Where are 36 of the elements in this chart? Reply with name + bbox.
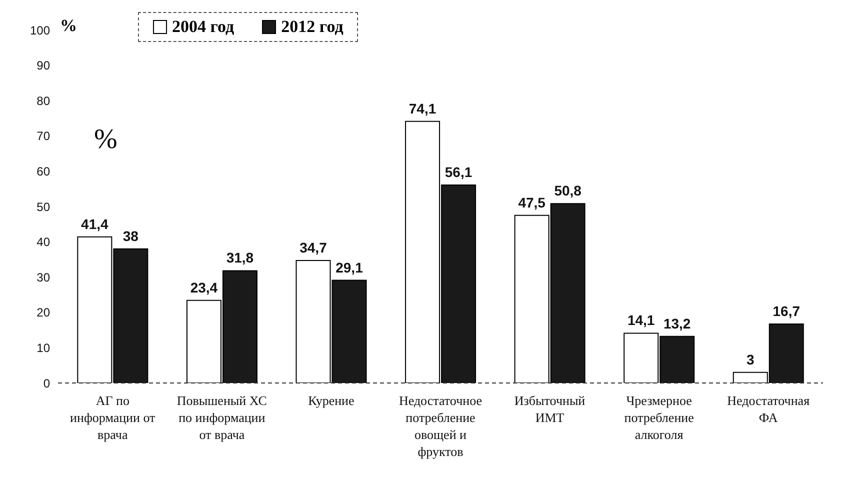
y-tick-label: 80	[36, 94, 50, 108]
data-label: 74,1	[408, 100, 436, 116]
x-tick-label: АГ по информации от врача	[70, 393, 156, 442]
y-tick-label: 40	[36, 235, 50, 250]
data-label: 16,7	[772, 303, 800, 320]
data-label: 41,4	[81, 216, 109, 232]
data-label: 23,4	[190, 279, 218, 296]
data-label: 50,8	[554, 182, 582, 199]
y-tick-label: 10	[36, 340, 50, 355]
x-tick-label: Недостаточное потребление овощей и фруктов	[398, 393, 482, 459]
legend-label: 2004 год	[171, 17, 234, 37]
data-label: 3	[746, 351, 754, 368]
y-axis-title: %	[60, 16, 77, 36]
data-label: 56,1	[444, 164, 472, 180]
data-label: 31,8	[226, 250, 254, 266]
x-tick-label: Избыточный ИМТ	[514, 393, 586, 425]
data-label: 29,1	[336, 259, 364, 276]
y-tick-label: 50	[36, 200, 50, 214]
data-label: 47,5	[518, 194, 546, 210]
x-tick-label: Недостаточная ФА	[727, 393, 810, 425]
x-tick-label: Курение	[308, 393, 355, 408]
data-label: 34,7	[300, 240, 328, 256]
y-tick-label: 60	[36, 164, 50, 178]
y-tick-label: 100	[30, 23, 50, 38]
y-tick-label: 20	[36, 306, 50, 320]
data-label: 13,2	[663, 315, 691, 332]
x-tick-label: Повышеный ХС по информации от врача	[176, 393, 267, 442]
annotation: %	[94, 124, 118, 156]
legend-label: 2012 год	[280, 17, 344, 37]
y-tick-label: 90	[36, 58, 50, 73]
x-tick-label: Чрезмерное потребление алкоголя	[624, 393, 694, 442]
data-label: 14,1	[627, 312, 655, 328]
y-tick-label: 30	[36, 270, 50, 284]
y-tick-label: 70	[36, 129, 50, 144]
data-label: 38	[122, 228, 139, 244]
y-tick-label: 0	[43, 376, 50, 390]
